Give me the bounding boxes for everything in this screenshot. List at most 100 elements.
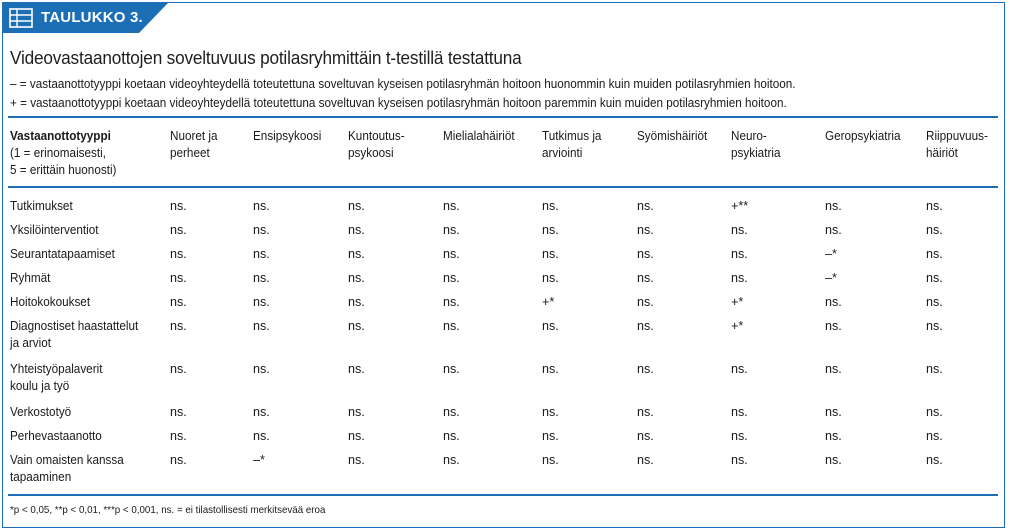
row-label-line: Ryhmät	[10, 271, 51, 285]
row-label-line: Vain omaisten kanssa	[10, 453, 124, 467]
table-cell: ns.	[926, 247, 943, 261]
table-cell: ns.	[731, 223, 748, 237]
table-cell: ns.	[731, 453, 748, 467]
column-header-line: arviointi	[542, 146, 583, 160]
table-cell: ns.	[170, 247, 187, 261]
column-header: Neuro-psykiatria	[731, 122, 825, 186]
column-header: Nuoret ja perheet	[170, 122, 253, 186]
header-bottom-rule	[8, 186, 998, 188]
table-cell: ns.	[443, 453, 460, 467]
table-cell: ns.	[170, 295, 187, 309]
table-cell: ns.	[825, 362, 842, 376]
table-cell: –*	[825, 271, 837, 285]
row-label-line: ja arviot	[10, 336, 52, 350]
table-cell: ns.	[637, 271, 654, 285]
row-label: Vain omaisten kanssa tapaaminen	[10, 448, 170, 491]
column-header-line: psykiatria	[731, 146, 781, 160]
column-header-line: Geropsykiatria	[825, 129, 901, 143]
header-title: Vastaanottotyyppi	[10, 129, 111, 143]
table-cell: ns.	[637, 223, 654, 237]
table-cell: ns.	[443, 247, 460, 261]
header-row: Vastaanottotyyppi (1 = erinomaisesti, 5 …	[10, 122, 998, 186]
table-cell: ns.	[348, 247, 365, 261]
table-row: Yhteistyöpalaverit koulu ja työ ns. ns. ns. n…	[10, 357, 998, 400]
legend-minus: – = vastaanottotyyppi koetaan videoyhtey…	[10, 77, 796, 91]
table-cell: ns.	[825, 429, 842, 443]
table-cell: +*	[731, 319, 744, 333]
table-row: Perhevastaanotto ns. ns. ns. ns. ns. ns. ns. ns.…	[10, 424, 998, 448]
table-cell: ns.	[170, 223, 187, 237]
column-header-line: Mielialahäiriöt	[443, 129, 515, 143]
column-header-line: psykoosi	[348, 146, 394, 160]
header-top-rule	[8, 116, 998, 118]
table-cell: ns.	[731, 405, 748, 419]
row-label: Diagnostiset haastattelut ja arviot	[10, 314, 170, 357]
row-label-line: Yksilöinterventiot	[10, 223, 99, 237]
table-cell: ns.	[348, 271, 365, 285]
table-cell: ns.	[926, 271, 943, 285]
table-cell: ns.	[170, 453, 187, 467]
row-label: Hoitokokoukset	[10, 290, 170, 314]
table-cell: ns.	[926, 453, 943, 467]
table-cell: ns.	[170, 271, 187, 285]
column-header-type: Vastaanottotyyppi (1 = erinomaisesti, 5 …	[10, 122, 170, 186]
table-cell: ns.	[443, 405, 460, 419]
table-cell: ns.	[170, 199, 187, 213]
header-scale-line1: (1 = erinomaisesti,	[10, 146, 107, 160]
column-header-line: Nuoret ja	[170, 129, 218, 143]
row-label: Seurantatapaamiset	[10, 242, 170, 266]
table-body: Tutkimukset ns. ns. ns. ns. ns. ns. +** ns. ns. Yk…	[10, 186, 998, 491]
table-cell: –*	[825, 247, 837, 261]
table-cell: ns.	[637, 453, 654, 467]
table-cell: ns.	[926, 319, 943, 333]
table-cell: ns.	[542, 271, 559, 285]
column-header: Mielialahäiriöt	[443, 122, 542, 186]
table-cell: ns.	[348, 453, 365, 467]
row-label-line: koulu ja työ	[10, 379, 70, 393]
row-label: Perhevastaanotto	[10, 424, 170, 448]
table-cell: ns.	[253, 405, 270, 419]
table-cell: ns.	[253, 199, 270, 213]
table-cell: ns.	[443, 223, 460, 237]
table-cell: ns.	[443, 271, 460, 285]
table-cell: ns.	[253, 295, 270, 309]
table-cell: ns.	[825, 453, 842, 467]
table-cell: –*	[253, 453, 265, 467]
column-header-line: Kuntoutus-	[348, 129, 405, 143]
table-cell: ns.	[926, 429, 943, 443]
table-cell: +*	[731, 295, 744, 309]
row-label: Yksilöinterventiot	[10, 218, 170, 242]
table-cell: ns.	[542, 429, 559, 443]
row-label-line: Seurantatapaamiset	[10, 247, 115, 261]
table-cell: ns.	[542, 405, 559, 419]
table-cell: ns.	[348, 362, 365, 376]
table-cell: ns.	[348, 295, 365, 309]
table-row: Yksilöinterventiot ns. ns. ns. ns. ns. ns. ns. n…	[10, 218, 998, 242]
table-cell: ns.	[443, 319, 460, 333]
table-cell: ns.	[253, 429, 270, 443]
table-cell: ns.	[170, 319, 187, 333]
table-cell: ns.	[348, 405, 365, 419]
row-label-line: Yhteistyöpalaverit	[10, 362, 103, 376]
column-header: Ensipsykoosi	[253, 122, 348, 186]
table-cell: ns.	[926, 295, 943, 309]
column-header-line: Ensipsykoosi	[253, 129, 322, 143]
table-cell: ns.	[253, 362, 270, 376]
table-tag: TAULUKKO 3.	[3, 3, 168, 33]
table-cell: ns.	[443, 362, 460, 376]
table-cell: ns.	[731, 362, 748, 376]
row-label-line: Diagnostiset haastattelut	[10, 319, 139, 333]
table-cell: ns.	[170, 429, 187, 443]
table-cell: ns.	[443, 295, 460, 309]
column-header: Riippuvuus-häiriöt	[926, 122, 998, 186]
row-label-line: Hoitokokoukset	[10, 295, 91, 309]
row-label: Tutkimukset	[10, 186, 170, 218]
table-cell: ns.	[637, 429, 654, 443]
table-cell: ns.	[637, 295, 654, 309]
tag-label: TAULUKKO 3.	[41, 9, 143, 26]
table-cell: ns.	[348, 429, 365, 443]
table-cell: ns.	[542, 362, 559, 376]
table-cell: ns.	[443, 429, 460, 443]
table-cell: ns.	[348, 223, 365, 237]
